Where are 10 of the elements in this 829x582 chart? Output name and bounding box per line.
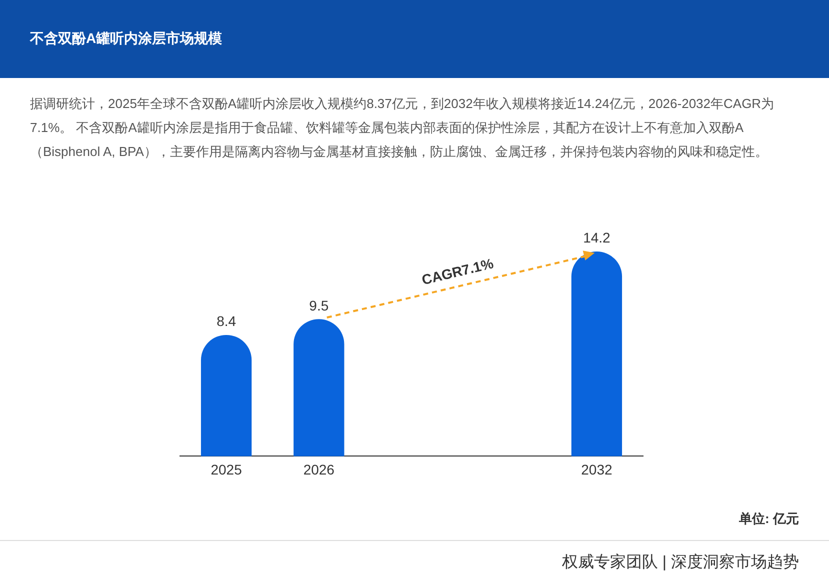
x-tick-label: 2026	[303, 461, 335, 478]
chart-subtitle: 据调研统计，2025年全球不含双酚A罐听内涂层收入规模约8.37亿元，到2032年收入规模将接近14.24亿元，2026-2032年CAGR为7.1%。 不含双酚A罐听内涂层是指用于食品罐、饮料罐等金属包装内部表面的保护性涂层，其配方在设计上不有意加入双酚A（Bisphenol A, BPA），主要作用是隔离内容物与金属基材直接接触，防止腐蚀、金属迁移，并保持包装内容物的风味和稳定性。	[30, 95, 776, 161]
data-label: 9.5	[309, 297, 329, 314]
text: 权威专家团队 | 深度洞察市场趋势	[562, 552, 799, 573]
x-tick-label: 2032	[581, 461, 612, 478]
data-label: 8.4	[216, 313, 236, 330]
text: 单位: 亿元	[739, 510, 799, 528]
data-label: 14.2	[583, 230, 611, 246]
x-tick-label: 2025	[210, 461, 242, 478]
chart-title: 不含双酚A罐听内涂层市场规模	[30, 30, 222, 48]
